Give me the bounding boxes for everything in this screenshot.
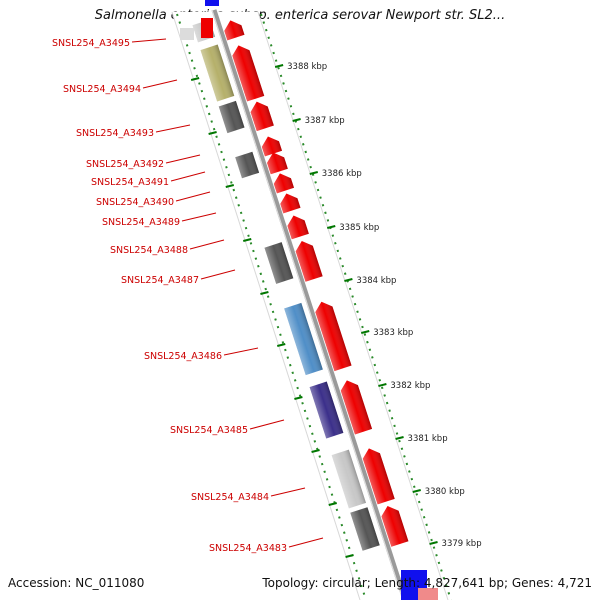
accession-label: Accession: NC_011080 xyxy=(8,576,145,590)
gene-leader-line xyxy=(181,212,217,222)
gene-feature-left xyxy=(235,151,260,179)
bottom-pink-gene-fragment xyxy=(418,588,438,600)
gene-arrow-red xyxy=(261,136,283,157)
gene-label: SNSL254_A3494 xyxy=(63,84,141,95)
gene-arrow-red xyxy=(224,20,245,41)
kbp-tick-label: 3380 kbp xyxy=(425,487,465,497)
inner-tick-mark xyxy=(190,77,200,81)
gene-feature-left xyxy=(350,507,380,551)
gene-arrow-red xyxy=(381,505,409,547)
kbp-tick-mark xyxy=(309,171,319,175)
inner-tick-mark xyxy=(208,131,217,135)
gene-feature-left xyxy=(200,44,235,102)
gene-feature-left xyxy=(284,302,323,376)
gene-leader-line xyxy=(170,171,206,182)
gene-arrow-red xyxy=(267,152,288,175)
kbp-tick-mark xyxy=(378,383,387,387)
inner-tick-mark xyxy=(345,554,354,558)
gene-label: SNSL254_A3490 xyxy=(96,197,174,208)
top-gray-gene-fragment xyxy=(180,28,194,40)
inner-tick-mark xyxy=(260,291,269,295)
kbp-tick-mark xyxy=(395,436,404,440)
kbp-tick-label: 3381 kbp xyxy=(408,434,448,444)
kbp-tick-label: 3385 kbp xyxy=(339,223,379,233)
kbp-tick-label: 3383 kbp xyxy=(373,328,413,338)
gene-label: SNSL254_A3493 xyxy=(76,128,154,139)
gene-arrow-red xyxy=(287,215,309,240)
gene-label: SNSL254_A3485 xyxy=(170,425,248,436)
gene-label: SNSL254_A3491 xyxy=(91,177,169,188)
gene-arrow-red xyxy=(295,240,323,282)
gene-arrow-red xyxy=(315,301,352,372)
gene-feature-left xyxy=(264,242,294,284)
gene-leader-line xyxy=(142,79,178,89)
gene-feature-left xyxy=(218,100,245,134)
gene-leader-line xyxy=(223,347,259,356)
kbp-tick-mark xyxy=(429,541,438,545)
kbp-tick-label: 3387 kbp xyxy=(305,116,345,126)
gene-feature-left xyxy=(309,381,344,439)
kbp-tick-label: 3388 kbp xyxy=(287,62,327,72)
gene-arrow-red xyxy=(273,173,295,194)
gene-arrow-red xyxy=(232,45,265,102)
kbp-tick-label: 3386 kbp xyxy=(322,169,362,179)
kbp-tick-mark xyxy=(412,489,421,493)
gene-leader-line xyxy=(200,269,236,280)
top-red-gene-fragment xyxy=(201,18,213,38)
gene-label: SNSL254_A3488 xyxy=(110,245,188,256)
gene-arrow-red xyxy=(250,101,274,132)
inner-tick-mark xyxy=(311,449,320,453)
kbp-tick-mark xyxy=(292,118,301,122)
genome-summary-label: Topology: circular; Length: 4,827,641 bp… xyxy=(262,576,592,590)
inner-tick-mark xyxy=(328,502,337,506)
inner-tick-mark xyxy=(243,238,252,242)
gene-leader-line xyxy=(270,487,306,497)
gene-leader-line xyxy=(189,239,225,250)
inner-tick-mark xyxy=(294,396,303,400)
inner-tick-track xyxy=(176,13,367,600)
top-blue-gene-fragment xyxy=(205,0,219,6)
kbp-tick-label: 3382 kbp xyxy=(390,381,430,391)
gene-leader-line xyxy=(249,419,285,430)
outer-tick-track xyxy=(260,13,452,600)
kbp-tick-mark xyxy=(360,330,370,334)
gene-arrow-red xyxy=(362,448,395,505)
inner-tick-mark xyxy=(276,343,286,347)
kbp-tick-mark xyxy=(327,225,336,229)
gene-label: SNSL254_A3489 xyxy=(102,217,180,228)
kbp-tick-mark xyxy=(344,278,353,282)
backbone xyxy=(211,9,408,600)
kbp-tick-label: 3379 kbp xyxy=(442,539,482,549)
gene-arrow-red xyxy=(280,193,301,214)
gene-leader-line xyxy=(155,124,191,133)
gene-label: SNSL254_A3483 xyxy=(209,543,287,554)
gene-arrow-red xyxy=(340,380,373,435)
gene-label: SNSL254_A3486 xyxy=(144,351,222,362)
gene-label: SNSL254_A3495 xyxy=(52,38,130,49)
band-right-edge xyxy=(257,11,449,600)
gene-label: SNSL254_A3492 xyxy=(86,159,164,170)
gene-leader-line xyxy=(288,537,324,548)
inner-tick-mark xyxy=(225,184,235,188)
gene-leader-line xyxy=(131,38,167,43)
gene-feature-left xyxy=(331,449,367,509)
kbp-tick-label: 3384 kbp xyxy=(356,276,396,286)
gene-leader-line xyxy=(175,191,211,202)
gene-leader-line xyxy=(165,154,201,164)
gene-label: SNSL254_A3484 xyxy=(191,492,269,503)
gene-label: SNSL254_A3487 xyxy=(121,275,199,286)
band-left-edge xyxy=(171,11,361,600)
kbp-tick-mark xyxy=(274,64,284,68)
backbone-highlight xyxy=(211,9,404,600)
